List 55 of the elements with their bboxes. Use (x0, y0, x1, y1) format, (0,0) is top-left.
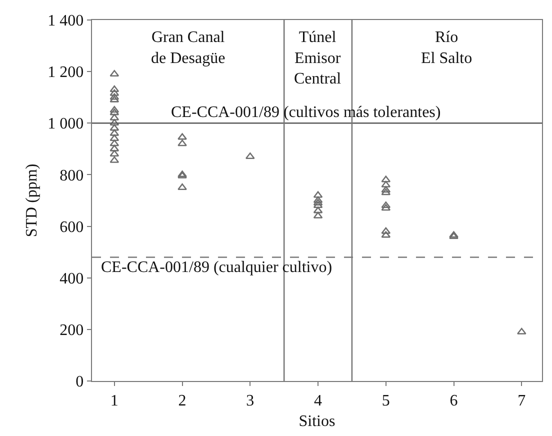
point (381, 186, 391, 193)
y-tick-label: 800 (60, 167, 84, 184)
y-tick-label: 200 (60, 322, 84, 340)
point (110, 144, 120, 152)
y-axis-title: STD (ppm) (24, 164, 41, 238)
point (381, 202, 391, 208)
point (110, 118, 120, 126)
point (110, 156, 120, 163)
point (313, 198, 323, 206)
point (110, 114, 120, 120)
point (110, 93, 120, 100)
point (178, 183, 187, 190)
point (110, 70, 120, 77)
y-tick-label: 0 (76, 374, 84, 391)
point (381, 176, 391, 182)
x-tick-label: 6 (450, 392, 458, 410)
point (178, 133, 187, 140)
x-axis-title: Sitios (298, 413, 336, 430)
point (381, 227, 391, 234)
y-tick-label: 1 200 (48, 64, 84, 82)
point (110, 124, 120, 131)
annotation: Túnel Emisor Central (294, 29, 342, 88)
point (110, 106, 120, 113)
annotation: Gran Canal de Desagüe (151, 29, 226, 67)
x-tick-label: 1 (110, 392, 118, 410)
y-tick-label: 600 (60, 218, 84, 236)
x-tick-label: 5 (382, 392, 390, 410)
point (313, 202, 323, 208)
point (110, 85, 120, 92)
point (110, 134, 120, 142)
x-tick-label: 7 (518, 392, 526, 410)
point (313, 191, 323, 198)
point (381, 180, 391, 188)
point (110, 140, 120, 146)
point (110, 129, 120, 136)
point (313, 212, 323, 218)
point (381, 231, 391, 238)
y-tick-label: 1 400 (48, 12, 84, 30)
point (313, 196, 323, 203)
point (245, 152, 255, 160)
x-tick-label: 2 (178, 392, 186, 410)
point (313, 206, 323, 214)
point (110, 150, 120, 156)
point (516, 328, 526, 334)
x-tick-label: 4 (314, 392, 322, 410)
y-tick-label: 400 (60, 270, 84, 288)
point (110, 96, 120, 102)
point (381, 188, 391, 196)
point (178, 140, 187, 146)
x-tick-label: 3 (246, 392, 254, 410)
point (110, 89, 120, 96)
point (381, 204, 391, 211)
annotation: Río El Salto (421, 29, 472, 67)
y-tick-label: 1 000 (48, 116, 84, 133)
point (110, 108, 120, 116)
